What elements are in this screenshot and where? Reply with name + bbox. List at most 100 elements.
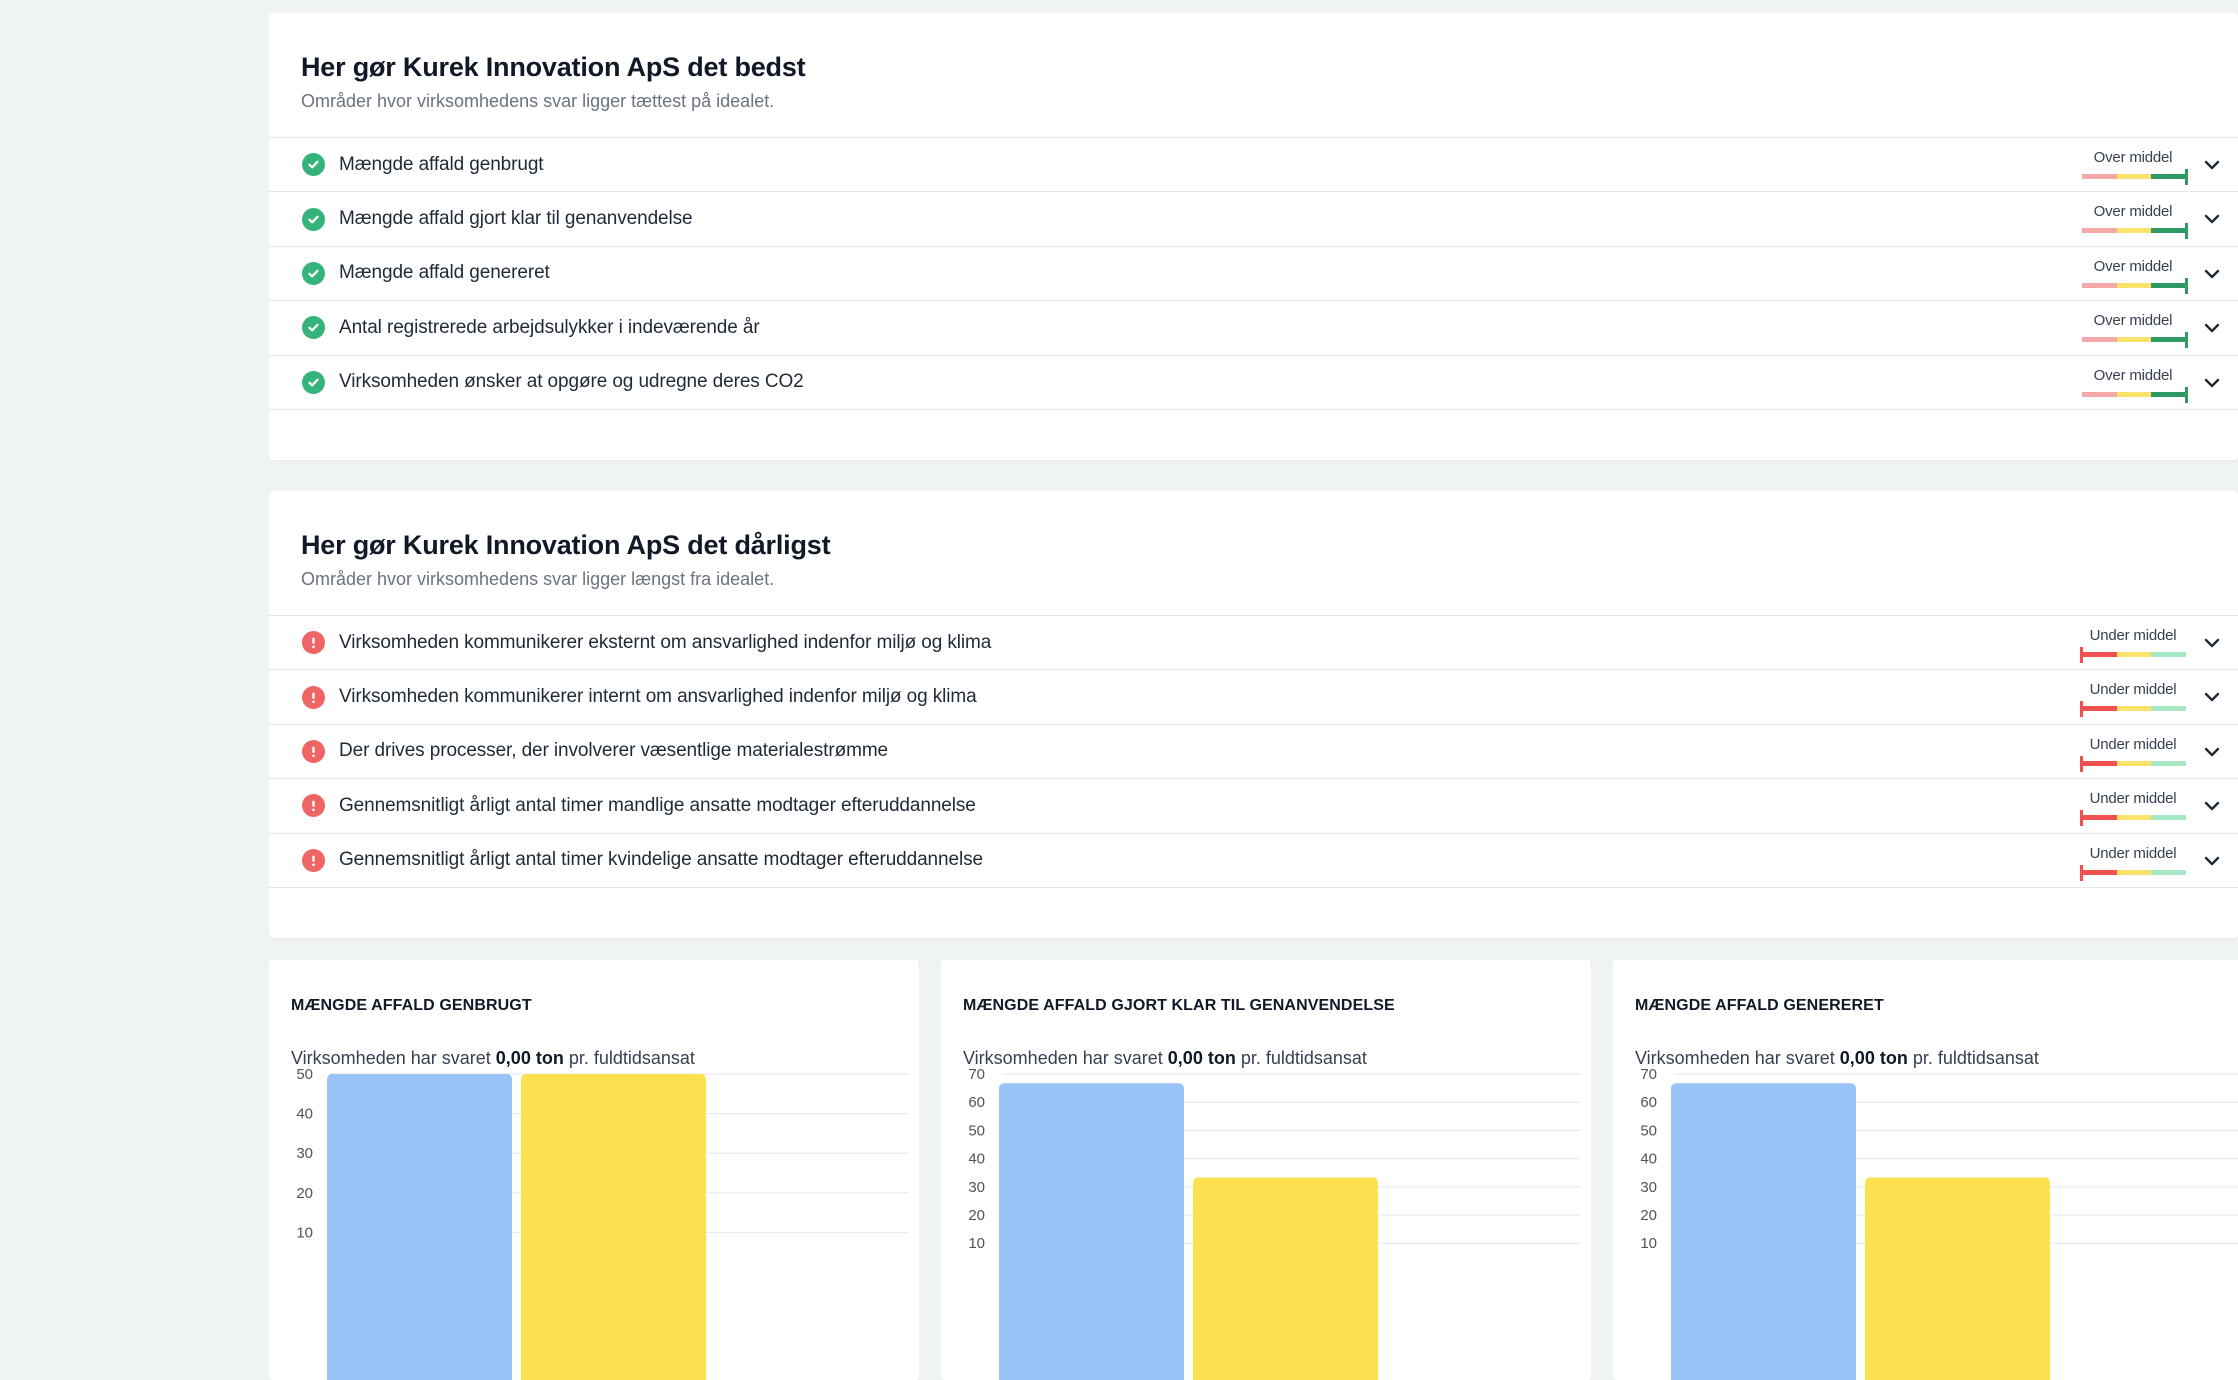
rating-meter: Over middel: [2078, 258, 2188, 294]
check-circle-icon: [302, 207, 325, 231]
worst-section: Her gør Kurek Innovation ApS det dårligs…: [269, 491, 2238, 938]
rating-scale: [2082, 652, 2187, 657]
best-item-row[interactable]: Mængde affald gjort klar til genanvendel…: [269, 192, 2238, 247]
best-item-row[interactable]: Antal registrerede arbejdsulykker i inde…: [269, 301, 2238, 356]
chart-grid: MÆNGDE AFFALD GENBRUGT Virksomheden har …: [269, 960, 2238, 1380]
bar-company: [327, 1074, 512, 1380]
check-circle-icon: [302, 153, 325, 177]
rating-label: Under middel: [2089, 790, 2177, 808]
worst-item-row[interactable]: Der drives processer, der involverer væs…: [269, 725, 2238, 780]
rating-label: Over middel: [2093, 366, 2173, 384]
answer-prefix: Virksomheden har svaret: [963, 1048, 1163, 1068]
y-tick-label: 40: [296, 1106, 313, 1123]
bar-chart: 10 20 30 40 50 60 70: [1640, 1066, 2238, 1380]
bar-company: [999, 1083, 1184, 1380]
y-tick-label: 20: [296, 1185, 313, 1202]
best-item-label: Virksomheden ønsker at opgøre og udregne…: [339, 371, 804, 393]
chevron-down-icon[interactable]: [2203, 636, 2221, 650]
rating-meter: Under middel: [2078, 790, 2188, 827]
bar-company: [1671, 1083, 1856, 1380]
chart-card: MÆNGDE AFFALD GJORT KLAR TIL GENANVENDEL…: [941, 960, 1591, 1380]
best-item-label: Antal registrerede arbejdsulykker i inde…: [339, 316, 760, 338]
rating-scale: [2082, 337, 2187, 343]
best-item-row[interactable]: Mængde affald genbrugt Over middel: [269, 138, 2238, 193]
rating-label: Under middel: [2089, 681, 2177, 699]
y-tick-label: 30: [968, 1179, 985, 1196]
rating-marker: [2080, 647, 2083, 663]
worst-item-row[interactable]: Virksomheden kommunikerer eksternt om an…: [269, 616, 2238, 671]
check-circle-icon: [302, 316, 325, 340]
worst-item-row[interactable]: Gennemsnitligt årligt antal timer mandli…: [269, 779, 2238, 834]
rating-label: Under middel: [2089, 735, 2177, 753]
best-item-row[interactable]: Mængde affald genereret Over middel: [269, 247, 2238, 302]
chevron-down-icon[interactable]: [2203, 376, 2221, 390]
best-item-row[interactable]: Virksomheden ønsker at opgøre og udregne…: [269, 356, 2238, 410]
y-tick-label: 60: [1640, 1094, 1657, 1111]
chevron-down-icon[interactable]: [2203, 267, 2221, 281]
y-tick-label: 10: [1640, 1235, 1657, 1252]
best-section: Her gør Kurek Innovation ApS det bedst O…: [269, 13, 2238, 460]
rating-marker: [2080, 810, 2083, 827]
answer-prefix: Virksomheden har svaret: [291, 1048, 491, 1068]
worst-item-label: Virksomheden kommunikerer eksternt om an…: [339, 631, 992, 653]
answer-suffix: pr. fuldtidsansat: [568, 1048, 695, 1068]
answer-prefix: Virksomheden har svaret: [1635, 1048, 1835, 1068]
chevron-down-icon[interactable]: [2203, 799, 2221, 813]
best-item-label: Mængde affald genbrugt: [339, 153, 544, 175]
rating-meter: Under middel: [2078, 735, 2188, 772]
exclamation-circle-icon: [302, 794, 325, 818]
rating-meter: Over middel: [2078, 149, 2188, 185]
chevron-down-icon[interactable]: [2203, 321, 2221, 335]
rating-scale: [2082, 282, 2187, 288]
chevron-down-icon[interactable]: [2203, 854, 2221, 868]
worst-list: Virksomheden kommunikerer eksternt om an…: [269, 615, 2238, 888]
chart-card: MÆNGDE AFFALD GENBRUGT Virksomheden har …: [269, 960, 919, 1380]
worst-section-title: Her gør Kurek Innovation ApS det dårligs…: [301, 530, 831, 560]
rating-label: Under middel: [2089, 627, 2177, 644]
chevron-down-icon[interactable]: [2203, 158, 2221, 172]
chart-title: MÆNGDE AFFALD GENBRUGT: [291, 997, 532, 1014]
y-tick-label: 60: [968, 1094, 985, 1111]
answer-value: 0,00 ton: [1167, 1048, 1236, 1068]
exclamation-circle-icon: [302, 739, 325, 763]
rating-meter: Over middel: [2078, 313, 2188, 349]
chevron-down-icon[interactable]: [2203, 690, 2221, 704]
answer-value: 0,00 ton: [495, 1048, 564, 1068]
exclamation-circle-icon: [302, 685, 325, 709]
y-tick-label: 70: [1640, 1066, 1657, 1083]
chevron-down-icon[interactable]: [2203, 212, 2221, 226]
rating-scale: [2082, 869, 2187, 875]
worst-item-row[interactable]: Gennemsnitligt årligt antal timer kvinde…: [269, 834, 2238, 888]
best-section-title: Her gør Kurek Innovation ApS det bedst: [301, 52, 806, 82]
y-tick-label: 50: [296, 1066, 313, 1083]
y-tick-label: 70: [968, 1066, 985, 1083]
rating-marker: [2185, 277, 2188, 294]
y-tick-label: 40: [1640, 1151, 1657, 1168]
chevron-down-icon[interactable]: [2203, 745, 2221, 759]
y-tick-label: 50: [1640, 1122, 1657, 1139]
rating-label: Over middel: [2093, 149, 2173, 166]
y-tick-label: 30: [1640, 1179, 1657, 1196]
bar-chart: 10 20 30 40 50: [296, 1066, 909, 1380]
best-section-subtitle: Områder hvor virksomhedens svar ligger t…: [301, 91, 775, 111]
chart-answer: Virksomheden har svaret 0,00 ton pr. ful…: [1635, 1046, 2238, 1070]
bar-chart: 10 20 30 40 50 60 70: [968, 1066, 1581, 1380]
rating-marker: [2080, 755, 2083, 772]
rating-meter: Over middel: [2078, 366, 2188, 403]
best-item-label: Mængde affald gjort klar til genanvendel…: [339, 208, 693, 230]
worst-item-row[interactable]: Virksomheden kommunikerer internt om ans…: [269, 670, 2238, 725]
worst-item-label: Gennemsnitligt årligt antal timer mandli…: [339, 794, 976, 816]
rating-marker: [2185, 223, 2188, 240]
rating-marker: [2185, 169, 2188, 185]
chart-answer: Virksomheden har svaret 0,00 ton pr. ful…: [291, 1046, 919, 1070]
rating-marker: [2080, 701, 2083, 718]
y-tick-label: 20: [968, 1207, 985, 1224]
exclamation-circle-icon: [302, 848, 325, 872]
best-list: Mængde affald genbrugt Over middel Mængde …: [269, 137, 2238, 410]
rating-label: Under middel: [2089, 844, 2177, 862]
rating-scale: [2082, 760, 2187, 766]
answer-suffix: pr. fuldtidsansat: [1912, 1048, 2039, 1068]
chart-title: MÆNGDE AFFALD GJORT KLAR TIL GENANVENDEL…: [963, 997, 1395, 1014]
bar-average: [1193, 1177, 1378, 1380]
exclamation-circle-icon: [302, 631, 325, 655]
